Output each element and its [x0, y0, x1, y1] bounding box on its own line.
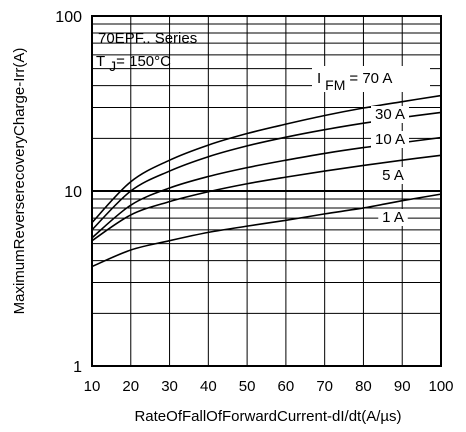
curve-label-bg — [371, 131, 409, 148]
curve-label-bg — [378, 167, 408, 184]
x-tick-label: 20 — [122, 378, 139, 395]
curve-label: 5 A — [382, 167, 404, 184]
y-axis-label: MaximumReverserecoveryCharge-Irr(A) — [11, 48, 28, 315]
info-box: 70EPF.. Series T J= 150°C — [96, 30, 197, 74]
curve-labels: 30 A 10 A 5 A 1 A — [371, 106, 409, 226]
curve-label-bg — [371, 106, 409, 123]
plot-frame — [91, 15, 442, 367]
x-tick-label: 70 — [316, 378, 333, 395]
x-tick-label: 10 — [84, 378, 101, 395]
curve-label-bg — [378, 209, 408, 226]
y-tick-label: 10 — [64, 184, 82, 201]
x-axis-label: RateOfFallOfForwardCurrent-dI/dt(A/µs) — [134, 408, 401, 425]
x-tick-label: 90 — [394, 378, 411, 395]
y-tick-label: 100 — [55, 9, 82, 26]
curve-5a — [91, 154, 442, 242]
series-name-label: 70EPF.. Series — [98, 30, 197, 47]
x-tick-label: 40 — [200, 378, 217, 395]
svg-text:IFM= 70 A: I FM = 70 A — [317, 70, 392, 93]
curve-70a — [91, 94, 442, 224]
x-tick-label: 60 — [278, 378, 295, 395]
curve-label: 30 A — [375, 106, 405, 123]
y-tick-label: 1 — [73, 359, 82, 376]
curve-1a — [91, 193, 442, 268]
tj-label: T J= 150°C — [96, 53, 171, 74]
x-tick-label: 100 — [428, 378, 453, 395]
curve-label: 10 A — [375, 131, 405, 148]
x-tick-label: 30 — [161, 378, 178, 395]
ifm-label: I FM = 70 A — [312, 66, 430, 93]
x-tick-label: 50 — [239, 378, 256, 395]
curve-label: 1 A — [382, 209, 404, 226]
x-tick-label: 80 — [355, 378, 372, 395]
